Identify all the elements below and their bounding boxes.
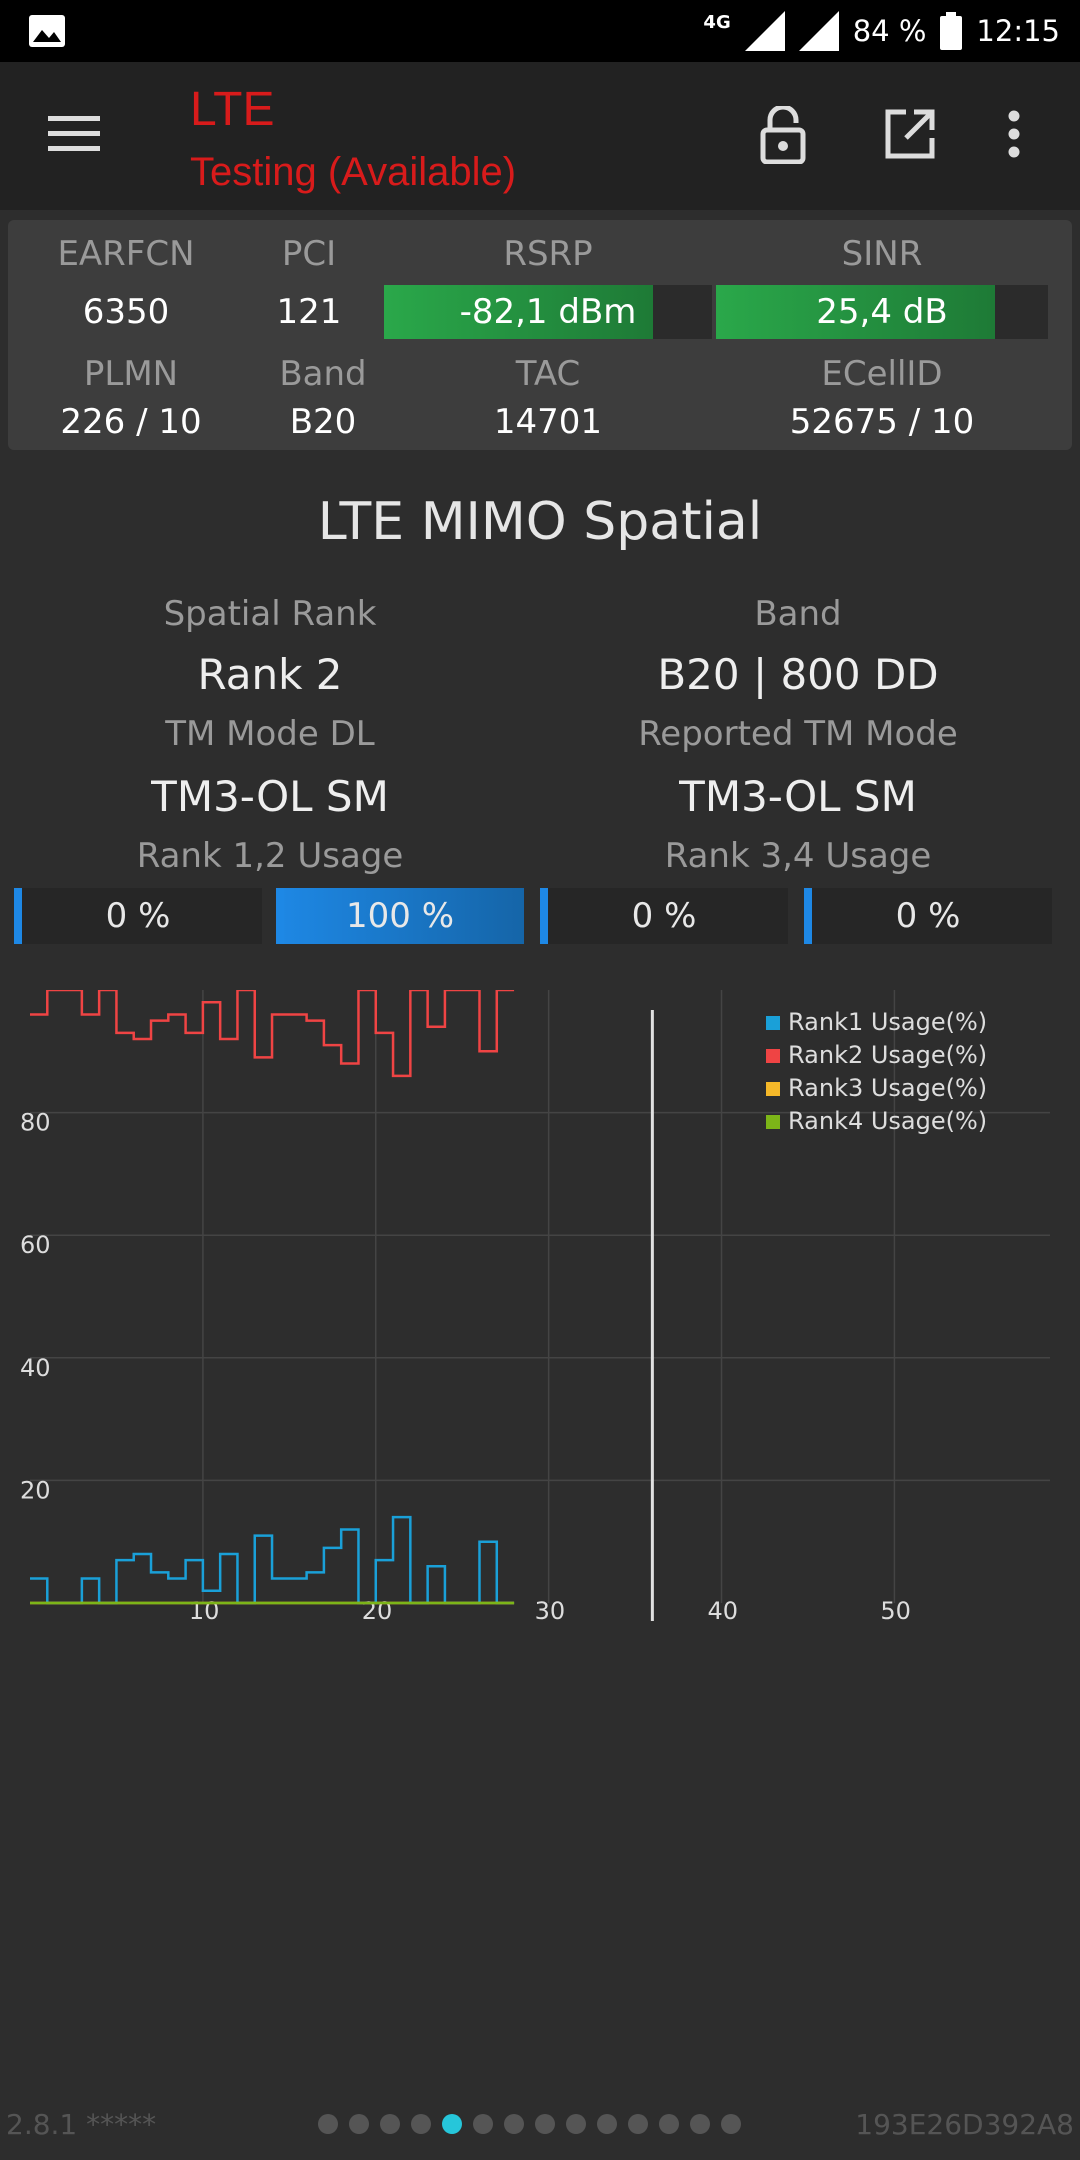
rank2-usage-bar: 100 %: [276, 888, 524, 944]
x-tick-label: 50: [880, 1597, 911, 1625]
page-dot[interactable]: [473, 2114, 493, 2134]
rank34-usage-label: Rank 3,4 Usage: [664, 836, 932, 876]
tac-label: TAC: [515, 354, 581, 394]
rank2-usage-accent: [276, 888, 284, 944]
battery-percent: 84 %: [852, 14, 927, 48]
battery-icon: [940, 12, 963, 50]
app-version: 2.8.1 *****: [6, 2108, 157, 2141]
plmn-label: PLMN: [83, 354, 179, 394]
network-type: 4G: [703, 11, 731, 33]
x-tick-label: 40: [708, 1597, 739, 1625]
rank3-usage-value: 0 %: [631, 896, 697, 936]
tm-mode-dl-label: TM Mode DL: [165, 714, 375, 754]
page-dot[interactable]: [659, 2114, 679, 2134]
menu-icon[interactable]: [48, 114, 100, 158]
reported-tm-label: Reported TM Mode: [638, 714, 958, 754]
pci-label: PCI: [281, 234, 337, 274]
plmn-value: 226 / 10: [60, 402, 202, 442]
rank1-usage-value: 0 %: [105, 896, 171, 936]
sinr-label: SINR: [841, 234, 923, 274]
page-dot[interactable]: [504, 2114, 524, 2134]
app-title: LTE: [190, 83, 275, 136]
signal-icon: [744, 11, 785, 51]
tac-value: 14701: [493, 402, 603, 442]
page-dot[interactable]: [442, 2114, 462, 2134]
page-indicator[interactable]: [318, 2114, 741, 2134]
gallery-notification-icon: [28, 14, 66, 52]
rsrp-label: RSRP: [503, 234, 593, 274]
page-dot[interactable]: [566, 2114, 586, 2134]
page-dot[interactable]: [597, 2114, 617, 2134]
signal-icon-sim2: [798, 11, 839, 51]
rank1-usage-accent: [14, 888, 22, 944]
x-tick-label: 10: [189, 1597, 220, 1625]
x-tick-label: 30: [535, 1597, 566, 1625]
rank12-usage-label: Rank 1,2 Usage: [136, 836, 404, 876]
status-bar: 4G 84 % 12:15: [0, 0, 1080, 62]
rank3-usage-accent: [540, 888, 548, 944]
app-bar: LTE Testing (Available): [0, 62, 1080, 210]
section-title: LTE MIMO Spatial: [317, 492, 763, 552]
rank2-usage-fill: [276, 888, 524, 944]
page-dot[interactable]: [721, 2114, 741, 2134]
page-dot[interactable]: [690, 2114, 710, 2134]
band-label: Band: [279, 354, 367, 394]
page-dot[interactable]: [535, 2114, 555, 2134]
legend-label: Rank1 Usage(%): [788, 1008, 987, 1036]
rsrp-value: -82,1 dBm: [459, 292, 637, 332]
spatial-rank-label: Spatial Rank: [163, 594, 377, 634]
legend-swatch: [766, 1016, 780, 1030]
earfcn-label: EARFCN: [57, 234, 195, 274]
rank-usage-chart: 20 40 60 80 10 20 30 40 50 Rank1 Usage(%) Rank2 Us…: [20, 990, 1050, 1625]
spatial-rank-value: Rank 2: [197, 650, 343, 699]
rank4-usage-value: 0 %: [895, 896, 961, 936]
tm-mode-dl-value: TM3-OL SM: [151, 772, 389, 821]
sinr-meter-fill: [716, 285, 995, 339]
clock: 12:15: [976, 14, 1060, 48]
ecellid-label: ECellID: [821, 354, 943, 394]
rsrp-meter-fill: [384, 285, 653, 339]
legend-label: Rank4 Usage(%): [788, 1107, 987, 1135]
page-dot[interactable]: [380, 2114, 400, 2134]
open-external-icon[interactable]: [884, 108, 936, 164]
legend-swatch: [766, 1115, 780, 1129]
page-dot[interactable]: [411, 2114, 431, 2134]
rank1-usage-bar: 0 %: [14, 888, 262, 944]
rank4-usage-accent: [804, 888, 812, 944]
rsrp-meter: -82,1 dBm: [384, 285, 712, 339]
rank2-usage-value: 100 %: [345, 896, 454, 936]
band-info-label: Band: [754, 594, 842, 634]
more-options-icon[interactable]: [1008, 110, 1020, 162]
rank3-usage-bar: 0 %: [540, 888, 788, 944]
cell-info-panel: EARFCN 6350 PCI 121 RSRP -82,1 dBm SINR …: [8, 220, 1072, 450]
page-dot[interactable]: [318, 2114, 338, 2134]
legend-swatch: [766, 1049, 780, 1063]
sinr-meter: 25,4 dB: [716, 285, 1048, 339]
sinr-value: 25,4 dB: [816, 292, 948, 332]
legend-swatch: [766, 1082, 780, 1096]
app-subtitle: Testing (Available): [190, 150, 517, 194]
legend-label: Rank2 Usage(%): [788, 1041, 987, 1069]
ecellid-value: 52675 / 10: [789, 402, 975, 442]
earfcn-value: 6350: [82, 292, 170, 332]
reported-tm-value: TM3-OL SM: [679, 772, 917, 821]
band-info-value: B20 | 800 DD: [657, 650, 939, 699]
y-tick-label: 20: [20, 1476, 51, 1504]
series-line: [30, 1515, 515, 1605]
x-tick-label: 20: [362, 1597, 393, 1625]
rank4-usage-bar: 0 %: [804, 888, 1052, 944]
y-tick-label: 60: [20, 1231, 51, 1259]
pci-value: 121: [276, 292, 342, 332]
y-tick-label: 40: [20, 1354, 51, 1382]
y-tick-label: 80: [20, 1109, 51, 1137]
device-id: 193E26D392A8: [855, 2108, 1074, 2141]
band-value: B20: [289, 402, 357, 442]
legend-label: Rank3 Usage(%): [788, 1074, 987, 1102]
series-line: [30, 990, 515, 1078]
lock-icon[interactable]: [760, 104, 806, 168]
page-dot[interactable]: [349, 2114, 369, 2134]
page-dot[interactable]: [628, 2114, 648, 2134]
